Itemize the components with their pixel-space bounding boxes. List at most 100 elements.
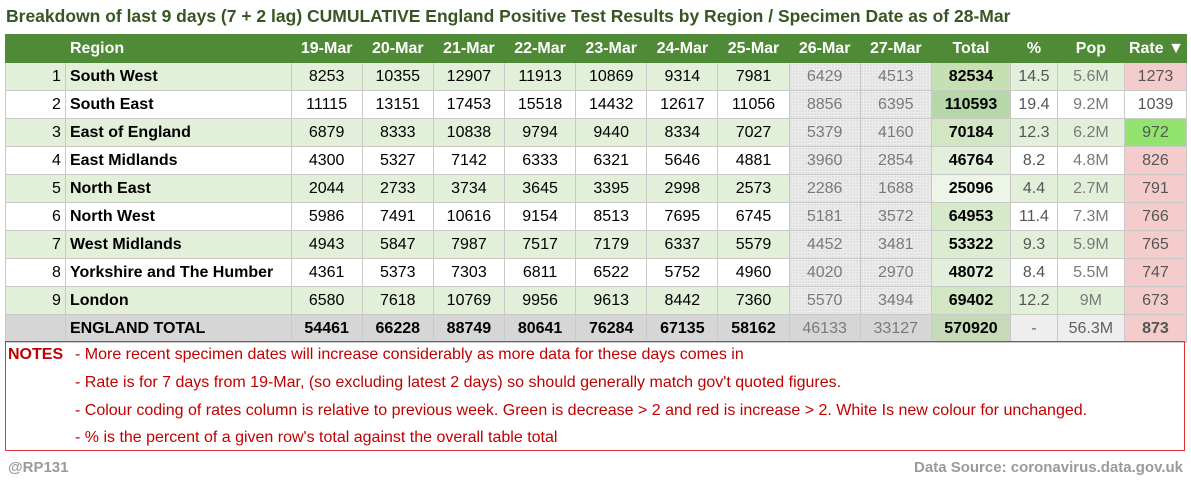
note-line: - More recent specimen dates will increa… bbox=[75, 346, 744, 363]
day-value: 10769 bbox=[432, 286, 506, 315]
table-row: 6 North West 5986 7491 10616 9154 8513 7695 6745… bbox=[5, 202, 1188, 231]
day-value: 10355 bbox=[361, 62, 434, 91]
row-percent: 12.2 bbox=[1010, 286, 1058, 315]
day-value: 10869 bbox=[575, 62, 648, 91]
results-table: Region 19-Mar 20-Mar 21-Mar 22-Mar 23-Ma… bbox=[5, 34, 1188, 343]
day-value: 6522 bbox=[575, 258, 648, 287]
header-date[interactable]: 24-Mar bbox=[646, 34, 719, 63]
table-row: 3 East of England 6879 8333 10838 9794 9440 833… bbox=[5, 118, 1188, 147]
lag-day-value: 6429 bbox=[788, 62, 861, 91]
lag-day-value: 4160 bbox=[859, 118, 932, 147]
day-value: 58162 bbox=[717, 314, 790, 343]
header-date[interactable]: 26-Mar bbox=[788, 34, 861, 63]
row-index: 6 bbox=[5, 202, 66, 231]
header-date[interactable]: 23-Mar bbox=[575, 34, 648, 63]
region-name: South East bbox=[64, 90, 292, 119]
header-date[interactable]: 27-Mar bbox=[859, 34, 932, 63]
day-value: 10838 bbox=[432, 118, 506, 147]
day-value: 9314 bbox=[646, 62, 719, 91]
day-value: 66228 bbox=[361, 314, 434, 343]
day-value: 3395 bbox=[575, 174, 648, 203]
row-pop: 4.8M bbox=[1056, 146, 1125, 175]
summary-pop: 56.3M bbox=[1056, 314, 1125, 343]
day-value: 4881 bbox=[717, 146, 790, 175]
day-value: 88749 bbox=[432, 314, 506, 343]
region-name: South West bbox=[64, 62, 292, 91]
data-source: Data Source: coronavirus.data.gov.uk bbox=[914, 459, 1183, 476]
day-value: 15518 bbox=[503, 90, 577, 119]
row-percent: 12.3 bbox=[1010, 118, 1058, 147]
header-percent[interactable]: % bbox=[1010, 34, 1058, 63]
region-name: East Midlands bbox=[64, 146, 292, 175]
row-total: 46764 bbox=[930, 146, 1012, 175]
row-total: 48072 bbox=[930, 258, 1012, 287]
day-value: 8253 bbox=[290, 62, 363, 91]
header-total[interactable]: Total bbox=[930, 34, 1012, 63]
row-index: 3 bbox=[5, 118, 66, 147]
row-pop: 9.2M bbox=[1056, 90, 1125, 119]
header-region[interactable]: Region bbox=[64, 34, 292, 63]
summary-label: ENGLAND TOTAL bbox=[64, 314, 292, 343]
row-rate: 826 bbox=[1123, 146, 1188, 175]
row-percent: 8.4 bbox=[1010, 258, 1058, 287]
region-name: East of England bbox=[64, 118, 292, 147]
row-index bbox=[5, 314, 66, 343]
row-total: 64953 bbox=[930, 202, 1012, 231]
day-value: 9440 bbox=[575, 118, 648, 147]
row-percent: 11.4 bbox=[1010, 202, 1058, 231]
row-pop: 5.5M bbox=[1056, 258, 1125, 287]
row-index: 1 bbox=[5, 62, 66, 91]
header-date[interactable]: 21-Mar bbox=[432, 34, 506, 63]
day-value: 76284 bbox=[575, 314, 648, 343]
summary-total: 570920 bbox=[930, 314, 1012, 343]
day-value: 9794 bbox=[503, 118, 577, 147]
region-name: North West bbox=[64, 202, 292, 231]
row-index: 8 bbox=[5, 258, 66, 287]
row-index: 9 bbox=[5, 286, 66, 315]
header-pop[interactable]: Pop bbox=[1056, 34, 1125, 63]
day-value: 2044 bbox=[290, 174, 363, 203]
day-value: 5373 bbox=[361, 258, 434, 287]
row-rate: 765 bbox=[1123, 230, 1188, 259]
table-row: 4 East Midlands 4300 5327 7142 6333 6321 5646 48… bbox=[5, 146, 1188, 175]
day-value: 4943 bbox=[290, 230, 363, 259]
notes-box: NOTES - More recent specimen dates will … bbox=[5, 341, 1185, 451]
table-row: 9 London 6580 7618 10769 9956 9613 8442 7360 5570… bbox=[5, 286, 1188, 315]
row-index: 2 bbox=[5, 90, 66, 119]
day-value: 7981 bbox=[717, 62, 790, 91]
lag-day-value: 2854 bbox=[859, 146, 932, 175]
lag-day-value: 4452 bbox=[788, 230, 861, 259]
day-value: 6333 bbox=[503, 146, 577, 175]
header-date[interactable]: 22-Mar bbox=[503, 34, 577, 63]
header-date[interactable]: 25-Mar bbox=[717, 34, 790, 63]
row-index: 5 bbox=[5, 174, 66, 203]
note-line: - % is the percent of a given row's tota… bbox=[75, 429, 558, 446]
summary-row: ENGLAND TOTAL 54461 66228 88749 80641 76284 67… bbox=[5, 314, 1188, 343]
day-value: 12907 bbox=[432, 62, 506, 91]
header-date[interactable]: 20-Mar bbox=[361, 34, 434, 63]
day-value: 7142 bbox=[432, 146, 506, 175]
row-rate: 791 bbox=[1123, 174, 1188, 203]
table-header-row: Region 19-Mar 20-Mar 21-Mar 22-Mar 23-Ma… bbox=[5, 34, 1188, 63]
row-total: 70184 bbox=[930, 118, 1012, 147]
day-value: 10616 bbox=[432, 202, 506, 231]
lag-day-value: 3494 bbox=[859, 286, 932, 315]
lag-day-value: 33127 bbox=[859, 314, 932, 343]
day-value: 7303 bbox=[432, 258, 506, 287]
row-pop: 5.6M bbox=[1056, 62, 1125, 91]
day-value: 13151 bbox=[361, 90, 434, 119]
row-percent: 19.4 bbox=[1010, 90, 1058, 119]
region-name: Yorkshire and The Humber bbox=[64, 258, 292, 287]
header-date[interactable]: 19-Mar bbox=[290, 34, 363, 63]
day-value: 6337 bbox=[646, 230, 719, 259]
note-line: - Colour coding of rates column is relat… bbox=[75, 402, 1088, 419]
lag-day-value: 2970 bbox=[859, 258, 932, 287]
day-value: 2733 bbox=[361, 174, 434, 203]
day-value: 8334 bbox=[646, 118, 719, 147]
row-total: 53322 bbox=[930, 230, 1012, 259]
day-value: 6745 bbox=[717, 202, 790, 231]
row-pop: 6.2M bbox=[1056, 118, 1125, 147]
header-rate-sort[interactable]: Rate ▼ bbox=[1123, 34, 1188, 63]
row-rate: 972 bbox=[1123, 118, 1188, 147]
day-value: 7491 bbox=[361, 202, 434, 231]
